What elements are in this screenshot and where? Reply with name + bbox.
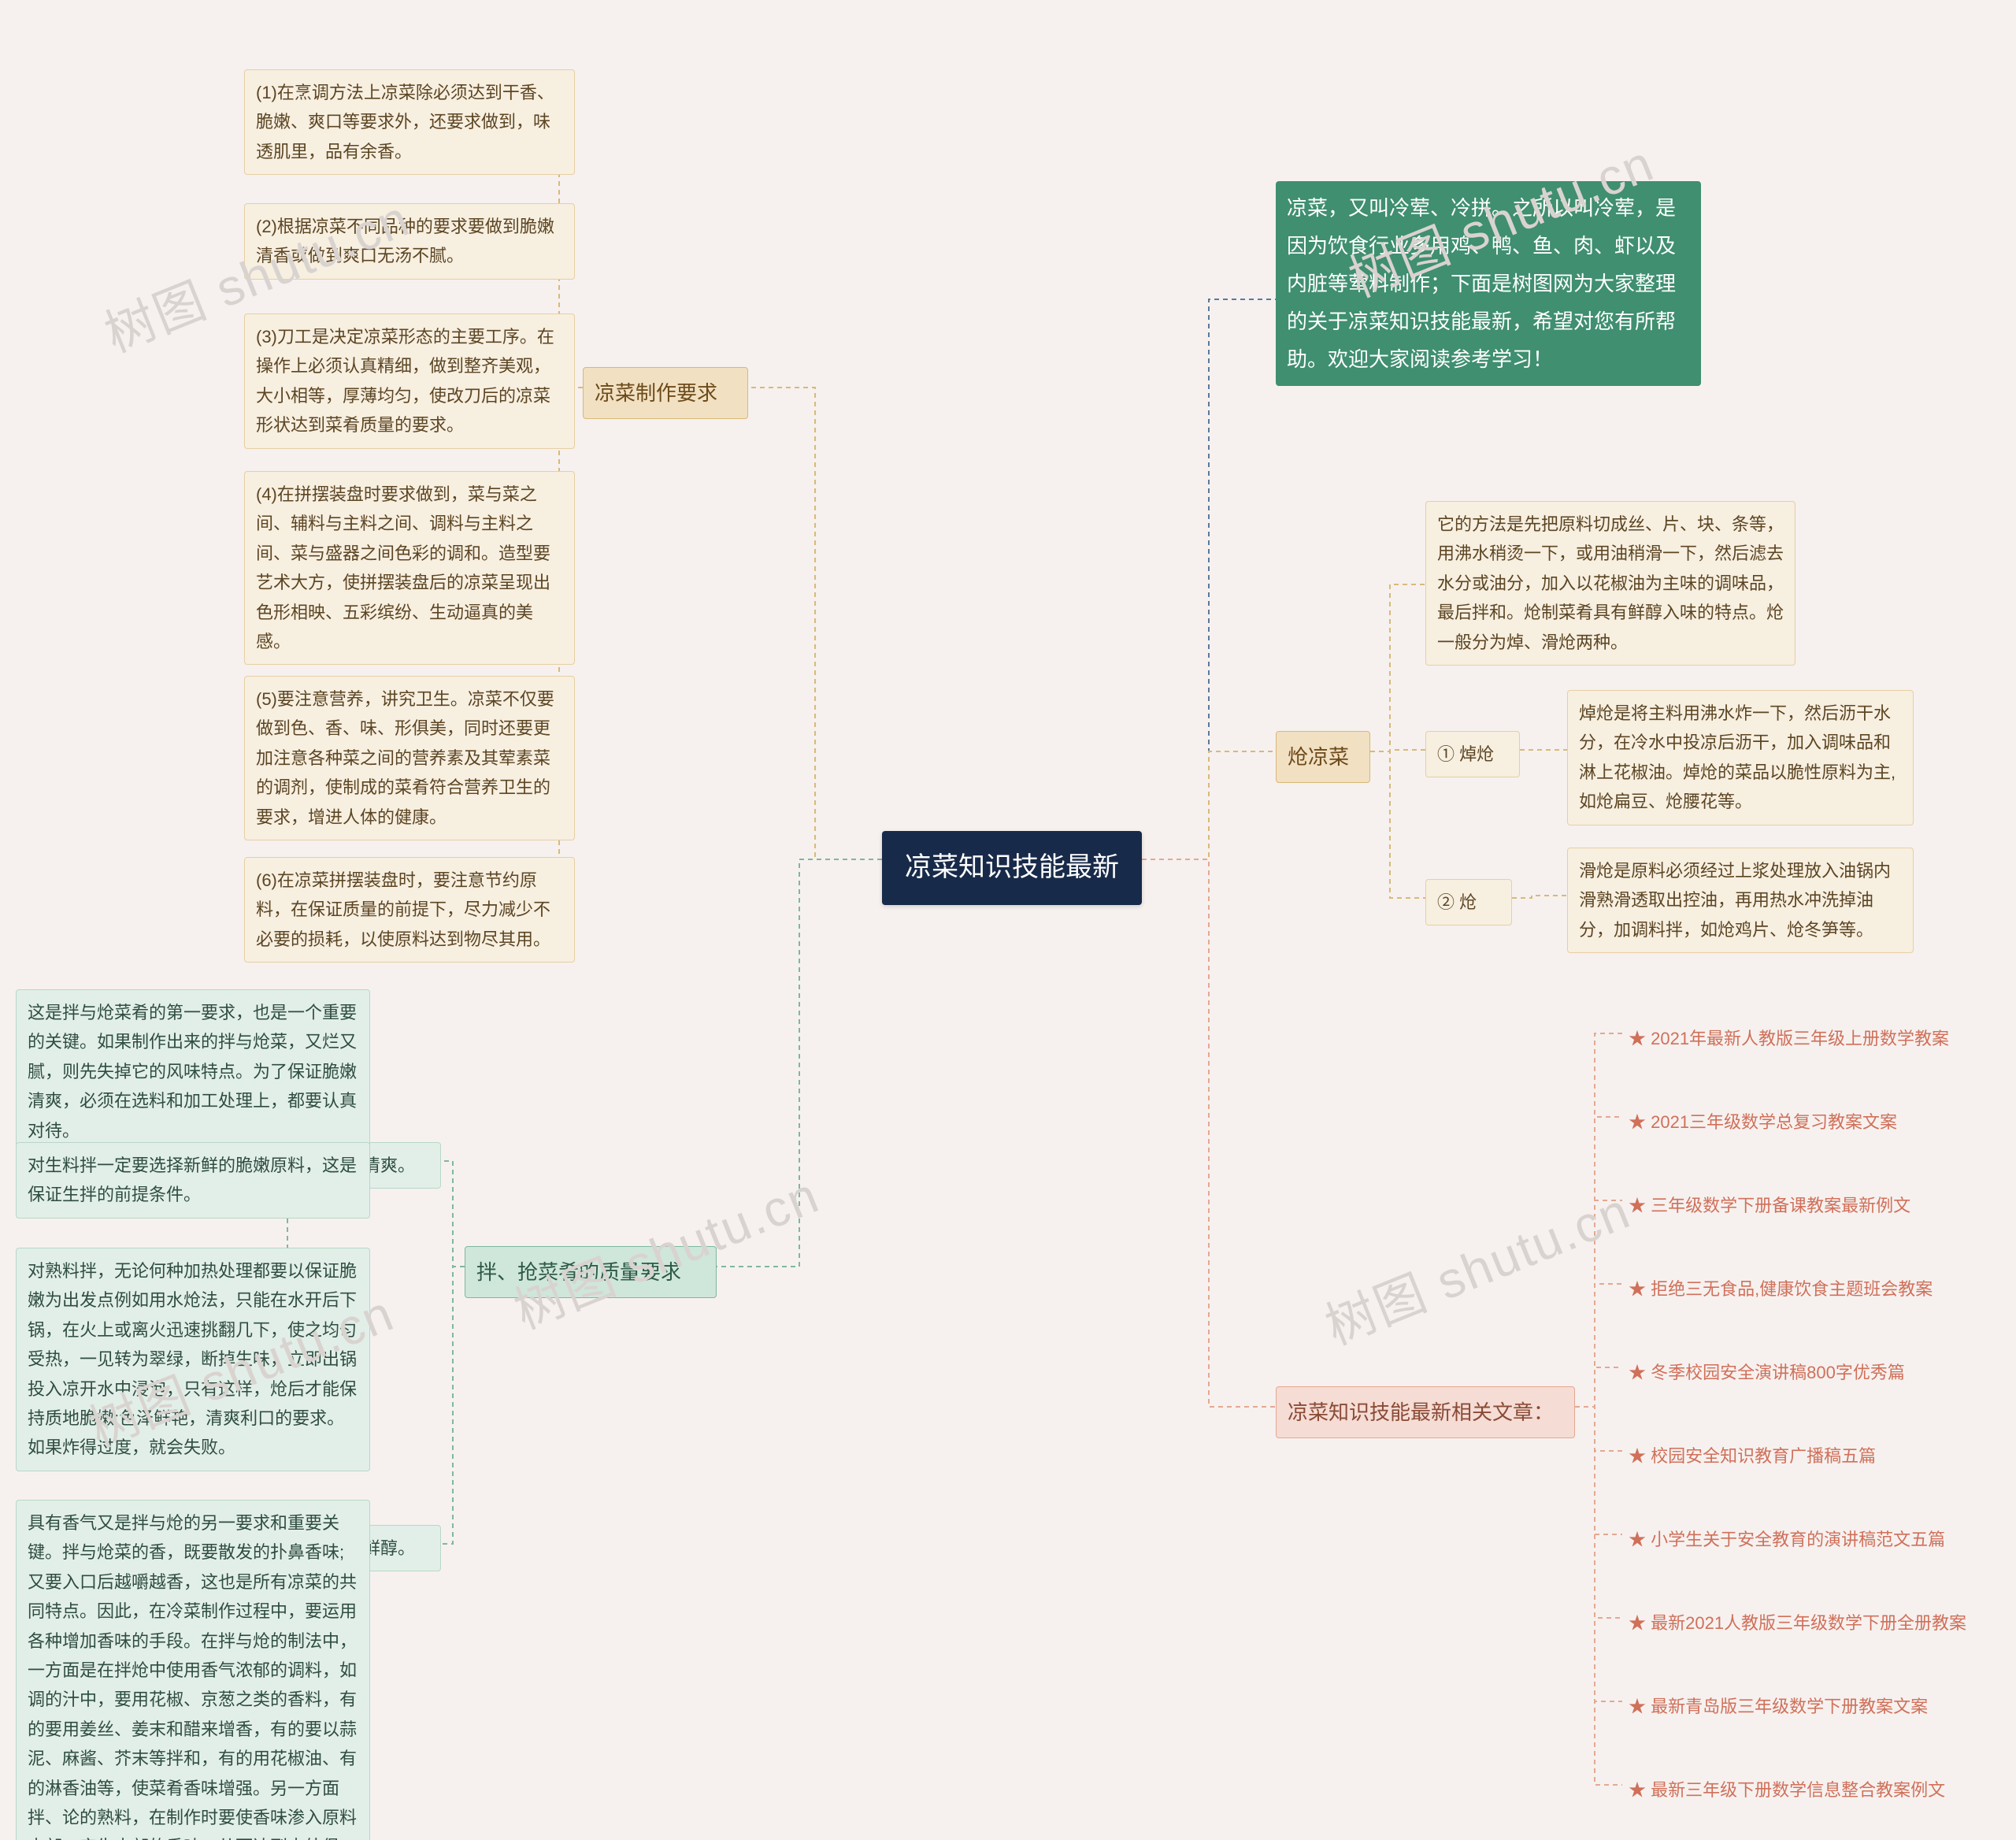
qiang-label: ② 炝 xyxy=(1425,879,1512,926)
link-item[interactable]: ★ 三年级数学下册备课教案最新例文 xyxy=(1622,1188,1917,1223)
link-text: ★ 2021年最新人教版三年级上册数学教案 xyxy=(1629,1029,1949,1048)
links-title: 凉菜知识技能最新相关文章： xyxy=(1276,1386,1575,1438)
mix-detail-text: 具有香气又是拌与炝的另一要求和重要关键。拌与炝菜的香，既要散发的扑鼻香味;又要入… xyxy=(28,1513,357,1840)
make-title: 凉菜制作要求 xyxy=(583,367,748,419)
link-text: ★ 小学生关于安全教育的演讲稿范文五篇 xyxy=(1629,1530,1945,1549)
center-text: 凉菜知识技能最新 xyxy=(905,852,1119,882)
link-item[interactable]: ★ 冬季校园安全演讲稿800字优秀篇 xyxy=(1622,1355,1911,1390)
link-item[interactable]: ★ 拒绝三无食品,健康饮食主题班会教案 xyxy=(1622,1271,1939,1307)
qiang-intro-text: 它的方法是先把原料切成丝、片、块、条等，用沸水稍烫一下，或用油稍滑一下，然后滤去… xyxy=(1437,514,1784,652)
make-item: (2)根据凉菜不同品种的要求要做到脆嫩清香或做到爽口无汤不腻。 xyxy=(244,203,575,280)
mix-detail: 对生料拌一定要选择新鲜的脆嫩原料，这是保证生拌的前提条件。 xyxy=(16,1142,370,1219)
link-text: ★ 三年级数学下册备课教案最新例文 xyxy=(1629,1196,1910,1215)
link-text: ★ 最新三年级下册数学信息整合教案例文 xyxy=(1629,1780,1945,1800)
make-item: (5)要注意营养，讲究卫生。凉菜不仅要做到色、香、味、形俱美，同时还要更加注意各… xyxy=(244,676,575,840)
intro-node: 凉菜，又叫冷荤、冷拼。之所以叫冷荤，是因为饮食行业多用鸡、鸭、鱼、肉、虾以及内脏… xyxy=(1276,181,1701,386)
link-text: ★ 拒绝三无食品,健康饮食主题班会教案 xyxy=(1629,1279,1933,1299)
links-title-text: 凉菜知识技能最新相关文章： xyxy=(1288,1400,1554,1424)
link-item[interactable]: ★ 2021年最新人教版三年级上册数学教案 xyxy=(1622,1021,1955,1056)
link-text: ★ 最新2021人教版三年级数学下册全册教案 xyxy=(1629,1613,1966,1633)
mix-detail-text: 对熟料拌，无论何种加热处理都要以保证脆嫩为出发点例如用水炝法，只能在水开后下锅，… xyxy=(28,1261,357,1457)
make-item-text: (5)要注意营养，讲究卫生。凉菜不仅要做到色、香、味、形俱美，同时还要更加注意各… xyxy=(256,689,554,827)
link-text: ★ 冬季校园安全演讲稿800字优秀篇 xyxy=(1629,1363,1905,1382)
make-item: (4)在拼摆装盘时要求做到，菜与菜之间、辅料与主料之间、调料与主料之间、菜与盛器… xyxy=(244,471,575,665)
intro-text: 凉菜，又叫冷荤、冷拼。之所以叫冷荤，是因为饮食行业多用鸡、鸭、鱼、肉、虾以及内脏… xyxy=(1287,196,1676,371)
link-item[interactable]: ★ 校园安全知识教育广播稿五篇 xyxy=(1622,1438,1882,1474)
link-text: ★ 校园安全知识教育广播稿五篇 xyxy=(1629,1446,1876,1466)
qiang-detail: 焯炝是将主料用沸水炸一下，然后沥干水分，在冷水中投凉后沥干，加入调味品和淋上花椒… xyxy=(1567,690,1914,825)
mix-title: 拌、抢菜肴的质量要求 xyxy=(465,1246,717,1298)
qiang-label: ① 焯炝 xyxy=(1425,731,1520,777)
make-item-text: (1)在烹调方法上凉菜除必须达到干香、脆嫩、爽口等要求外，还要求做到，味透肌里，… xyxy=(256,83,554,161)
center-node: 凉菜知识技能最新 xyxy=(882,831,1142,905)
qiang-label-text: ① 焯炝 xyxy=(1437,744,1494,764)
mix-detail-text: 这是拌与炝菜肴的第一要求，也是一个重要的关键。如果制作出来的拌与炝菜，又烂又腻，… xyxy=(28,1003,357,1141)
mix-detail: 这是拌与炝菜肴的第一要求，也是一个重要的关键。如果制作出来的拌与炝菜，又烂又腻，… xyxy=(16,989,370,1154)
mix-detail: 对熟料拌，无论何种加热处理都要以保证脆嫩为出发点例如用水炝法，只能在水开后下锅，… xyxy=(16,1248,370,1471)
make-item: (1)在烹调方法上凉菜除必须达到干香、脆嫩、爽口等要求外，还要求做到，味透肌里，… xyxy=(244,69,575,175)
make-item-text: (4)在拼摆装盘时要求做到，菜与菜之间、辅料与主料之间、调料与主料之间、菜与盛器… xyxy=(256,484,550,651)
link-item[interactable]: ★ 最新2021人教版三年级数学下册全册教案 xyxy=(1622,1605,1973,1641)
qiang-label-text: ② 炝 xyxy=(1437,892,1477,912)
mindmap-stage: 凉菜知识技能最新 凉菜，又叫冷荤、冷拼。之所以叫冷荤，是因为饮食行业多用鸡、鸭、… xyxy=(0,0,2016,1840)
make-item: (3)刀工是决定凉菜形态的主要工序。在操作上必须认真精细，做到整齐美观，大小相等… xyxy=(244,313,575,449)
make-item-text: (3)刀工是决定凉菜形态的主要工序。在操作上必须认真精细，做到整齐美观，大小相等… xyxy=(256,327,554,435)
qiang-detail-text: 滑炝是原料必须经过上浆处理放入油锅内滑熟滑透取出控油，再用热水冲洗掉油分，加调料… xyxy=(1579,861,1891,940)
link-item[interactable]: ★ 最新三年级下册数学信息整合教案例文 xyxy=(1622,1772,1951,1808)
link-item[interactable]: ★ 2021三年级数学总复习教案文案 xyxy=(1622,1104,1903,1140)
link-text: ★ 最新青岛版三年级数学下册教案文案 xyxy=(1629,1697,1928,1716)
link-item[interactable]: ★ 小学生关于安全教育的演讲稿范文五篇 xyxy=(1622,1522,1951,1557)
make-item-text: (2)根据凉菜不同品种的要求要做到脆嫩清香或做到爽口无汤不腻。 xyxy=(256,217,554,265)
mix-detail-text: 对生料拌一定要选择新鲜的脆嫩原料，这是保证生拌的前提条件。 xyxy=(28,1156,357,1204)
link-text: ★ 2021三年级数学总复习教案文案 xyxy=(1629,1112,1897,1132)
qiang-detail: 滑炝是原料必须经过上浆处理放入油锅内滑熟滑透取出控油，再用热水冲洗掉油分，加调料… xyxy=(1567,848,1914,953)
link-item[interactable]: ★ 最新青岛版三年级数学下册教案文案 xyxy=(1622,1689,1934,1724)
make-item-text: (6)在凉菜拼摆装盘时，要注意节约原料，在保证质量的前提下，尽力减少不必要的损耗… xyxy=(256,870,550,949)
mix-detail: 具有香气又是拌与炝的另一要求和重要关键。拌与炝菜的香，既要散发的扑鼻香味;又要入… xyxy=(16,1500,370,1840)
watermark: 树图 shutu.cn xyxy=(1314,1171,1640,1360)
make-item: (6)在凉菜拼摆装盘时，要注意节约原料，在保证质量的前提下，尽力减少不必要的损耗… xyxy=(244,857,575,963)
make-title-text: 凉菜制作要求 xyxy=(595,381,717,405)
qiang-detail-text: 焯炝是将主料用沸水炸一下，然后沥干水分，在冷水中投凉后沥干，加入调味品和淋上花椒… xyxy=(1579,703,1896,811)
qiang-title: 炝凉菜 xyxy=(1276,731,1370,783)
qiang-intro: 它的方法是先把原料切成丝、片、块、条等，用沸水稍烫一下，或用油稍滑一下，然后滤去… xyxy=(1425,501,1796,666)
qiang-title-text: 炝凉菜 xyxy=(1288,745,1349,769)
mix-title-text: 拌、抢菜肴的质量要求 xyxy=(476,1260,681,1284)
